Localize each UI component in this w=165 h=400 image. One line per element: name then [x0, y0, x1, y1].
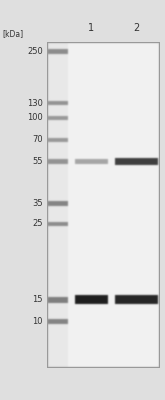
Text: [kDa]: [kDa]	[2, 29, 23, 38]
Text: 2: 2	[133, 23, 139, 33]
Text: 15: 15	[33, 296, 43, 304]
Text: 10: 10	[33, 318, 43, 326]
Text: 35: 35	[32, 200, 43, 208]
Text: 55: 55	[33, 158, 43, 166]
Text: 70: 70	[32, 136, 43, 144]
Text: 130: 130	[27, 98, 43, 108]
Text: 1: 1	[88, 23, 94, 33]
Text: 250: 250	[27, 48, 43, 56]
Text: 100: 100	[27, 114, 43, 122]
Text: 25: 25	[33, 220, 43, 228]
